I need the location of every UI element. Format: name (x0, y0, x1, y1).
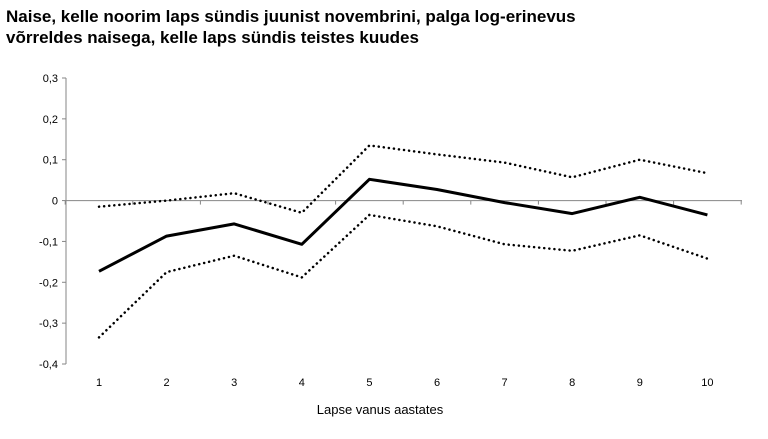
y-tick-label: -0,3 (39, 318, 58, 330)
x-tick-label: 7 (502, 377, 508, 389)
y-tick-label: -0,4 (39, 359, 58, 371)
y-tick-label: -0,2 (39, 277, 58, 289)
series-line-estimate (98, 177, 708, 273)
chart-series (97, 144, 709, 339)
y-tick-label: 0 (52, 196, 58, 208)
x-tick-label: 2 (164, 377, 170, 389)
y-tick-label: 0,3 (43, 73, 58, 85)
series-line-bound-2 (97, 213, 709, 339)
x-tick-label: 5 (366, 377, 372, 389)
x-tick-label: 8 (569, 377, 575, 389)
y-tick-label: 0,2 (43, 114, 58, 126)
chart-title: Naise, kelle noorim laps sündis juunist … (6, 6, 756, 48)
chart-title-line-1: Naise, kelle noorim laps sündis juunist … (6, 7, 576, 26)
x-tick-label: 10 (701, 377, 713, 389)
x-tick-label: 4 (299, 377, 305, 389)
x-tick-label: 6 (434, 377, 440, 389)
x-axis-label: Lapse vanus aastates (317, 402, 444, 417)
chart-axes: 0,3 0,2 0,1 0 -0,1 -0,2 -0,3 -0,4 1 2 3 4 5 6 7 8 9 10 (39, 73, 742, 389)
x-tick-label: 3 (231, 377, 237, 389)
series-line-bound-1 (97, 144, 709, 215)
y-tick-label: 0,1 (43, 155, 58, 167)
x-tick-label: 1 (96, 377, 102, 389)
y-tick-label: -0,1 (39, 236, 58, 248)
chart-title-line-2: võrreldes naisega, kelle laps sündis tei… (6, 28, 419, 47)
x-tick-label: 9 (637, 377, 643, 389)
